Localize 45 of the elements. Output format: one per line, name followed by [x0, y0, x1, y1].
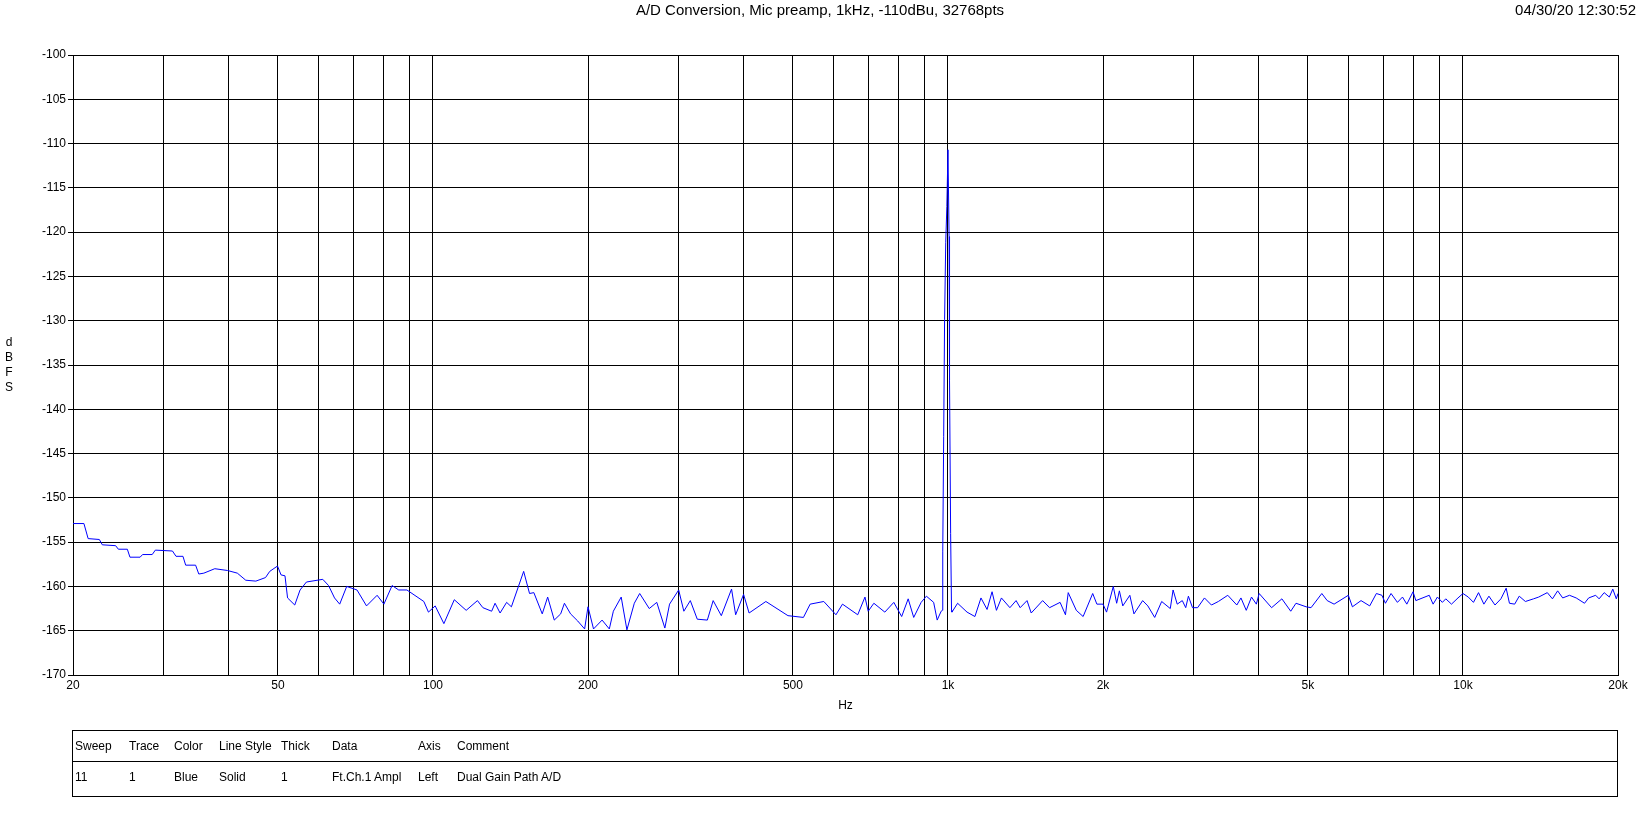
y-tick-label: -135	[41, 357, 67, 372]
y-tick-label: -150	[41, 490, 67, 505]
y-tick-label: -125	[41, 268, 67, 283]
text: Line Style	[219, 738, 272, 755]
text: Sweep	[75, 738, 112, 755]
y-axis-title: dBFS	[4, 334, 14, 394]
text: Axis	[418, 738, 441, 755]
chart-title: A/D Conversion, Mic preamp, 1kHz, -110dBu, 32768pts	[635, 1, 1005, 19]
x-tick-label: 10k	[1453, 677, 1474, 692]
y-tick-label: -105	[41, 91, 67, 106]
y-tick-label: -130	[41, 313, 67, 328]
y-tick-label: -160	[41, 578, 67, 593]
y-tick-label: -115	[42, 180, 67, 195]
y-tick-label: -155	[41, 534, 67, 549]
text: Trace	[129, 738, 160, 755]
y-tick-label: -170	[41, 667, 67, 682]
text: Data	[332, 738, 358, 755]
text: Thick	[281, 738, 310, 755]
y-tick-label: -165	[41, 623, 67, 638]
x-axis-title: Hz	[838, 698, 853, 713]
x-tick-label: 100	[422, 677, 444, 692]
text: Dual Gain Path A/D	[457, 769, 562, 786]
y-tick-label: -140	[41, 401, 67, 416]
y-tick-label: -145	[41, 445, 67, 460]
y-tick-label: -120	[41, 224, 67, 239]
x-tick-label: 200	[577, 677, 599, 692]
x-tick-label: 1k	[941, 677, 956, 692]
x-tick-label: 20	[66, 677, 80, 692]
text: Ft.Ch.1 Ampl	[332, 769, 402, 786]
x-tick-label: 50	[271, 677, 285, 692]
text: Blue	[174, 769, 199, 786]
y-tick-label: -100	[41, 47, 67, 62]
text: Solid	[219, 769, 246, 786]
text: 1	[281, 769, 288, 786]
x-tick-label: 20k	[1608, 677, 1629, 692]
text: Left	[418, 769, 439, 786]
x-tick-label: 500	[782, 677, 804, 692]
text: 11	[75, 769, 88, 786]
text: Color	[174, 738, 203, 755]
x-tick-label: 5k	[1301, 677, 1316, 692]
y-tick-label: -110	[42, 135, 67, 150]
x-tick-label: 2k	[1096, 677, 1111, 692]
text: 1	[129, 769, 136, 786]
text: Comment	[457, 738, 510, 755]
text: 04/30/20 12:30:52	[1515, 1, 1636, 19]
